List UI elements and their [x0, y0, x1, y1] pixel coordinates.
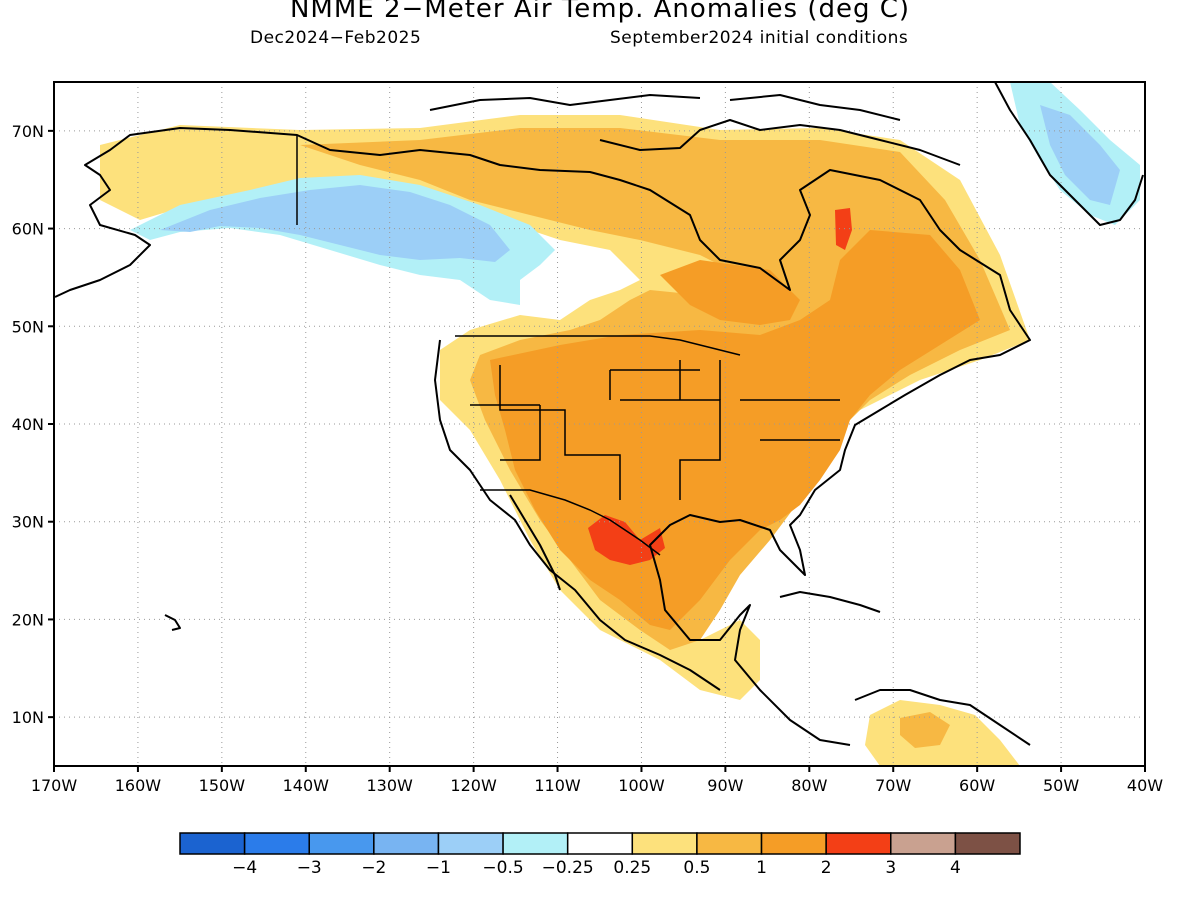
forecast-period: Dec2024−Feb2025: [250, 28, 422, 48]
colorbar-label: 4: [950, 858, 961, 878]
anomaly-region-greenland-cool-core: [1040, 105, 1120, 205]
colorbar-label: −2: [361, 858, 386, 878]
lon-label: 90W: [707, 776, 743, 795]
colorbar: −4 −3 −2 −1 −0.5 −0.25 0.25 0.5 1 2 3 4: [179, 832, 1021, 878]
longitude-labels: 170W 160W 150W 140W 130W 120W 110W 100W 90W 80W 70…: [31, 766, 1163, 795]
lat-label: 20N: [12, 610, 44, 629]
lon-label: 80W: [791, 776, 827, 795]
anomaly-region-labrador: [835, 208, 852, 250]
lat-label: 60N: [12, 220, 44, 239]
colorbar-label: 2: [821, 858, 832, 878]
lon-label: 50W: [1043, 776, 1079, 795]
colorbar-label: 1: [756, 858, 767, 878]
lon-label: 120W: [450, 776, 497, 795]
colorbar-swatch: [373, 832, 440, 855]
lon-label: 170W: [31, 776, 78, 795]
anomaly-region-yukon-cool: [160, 185, 510, 262]
lon-label: 110W: [534, 776, 581, 795]
lon-label: 100W: [618, 776, 665, 795]
colorbar-swatch: [890, 832, 957, 855]
colorbar-swatch: [954, 832, 1021, 855]
lon-label: 140W: [283, 776, 330, 795]
anomaly-region-east-canada-cap: [660, 260, 800, 325]
colorbar-swatch: [566, 832, 634, 855]
colorbar-label: −4: [232, 858, 257, 878]
lon-label: 150W: [199, 776, 246, 795]
colorbar-label: −0.25: [542, 858, 594, 878]
colorbar-swatch: [696, 832, 763, 855]
colorbar-label: −0.5: [482, 858, 523, 878]
lon-label: 40W: [1127, 776, 1163, 795]
political-borders: [296, 135, 840, 556]
lon-label: 160W: [115, 776, 162, 795]
colorbar-swatch: [243, 832, 310, 855]
map-title: NMME 2−Meter Air Temp. Anomalies (deg C): [289, 0, 911, 24]
colorbar-label: 0.25: [613, 858, 651, 878]
lat-label: 40N: [12, 415, 44, 434]
lon-label: 60W: [959, 776, 995, 795]
initial-conditions: September2024 initial conditions: [610, 28, 909, 48]
colorbar-swatch: [502, 832, 569, 855]
coastlines: [54, 82, 1144, 746]
lon-label: 70W: [875, 776, 911, 795]
anomaly-region-south-america-core: [900, 712, 950, 748]
lat-label: 70N: [12, 122, 44, 141]
lat-label: 30N: [12, 513, 44, 532]
colorbar-swatch: [760, 832, 827, 855]
map-plot-area: [54, 82, 1145, 766]
colorbar-label: −1: [426, 858, 451, 878]
colorbar-label: 0.5: [683, 858, 710, 878]
latitude-labels: 70N 60N 50N 40N 30N 20N 10N: [12, 122, 54, 727]
lat-label: 10N: [12, 708, 44, 727]
colorbar-label: −3: [297, 858, 322, 878]
anomaly-region-west-texas: [588, 515, 665, 565]
lat-label: 50N: [12, 317, 44, 336]
grid-lines: [54, 82, 1145, 766]
colorbar-swatch: [437, 832, 504, 855]
colorbar-swatch: [308, 832, 375, 855]
colorbar-swatch: [825, 832, 892, 855]
colorbar-label: 3: [885, 858, 896, 878]
colorbar-swatch: [631, 832, 698, 855]
lon-label: 130W: [367, 776, 414, 795]
colorbar-swatch: [179, 832, 246, 855]
